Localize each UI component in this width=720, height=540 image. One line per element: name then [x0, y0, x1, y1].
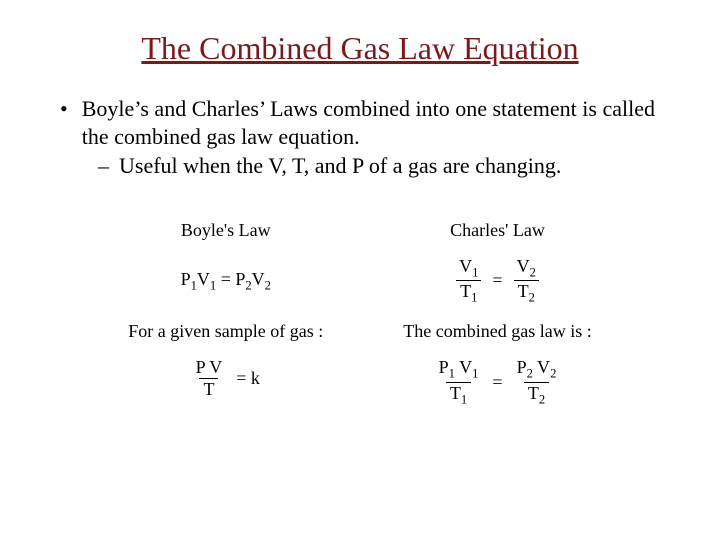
charles-frac1: V1 T1 [455, 257, 482, 306]
pv-over-t-frac: P V T [192, 358, 227, 399]
sub-bullet-text: Useful when the V, T, and P of a gas are… [119, 152, 561, 180]
charles-f2-num: V2 [513, 257, 540, 281]
boyle-p1: P1 [181, 269, 197, 289]
frac-num: P V [192, 358, 227, 378]
charles-equation: V1 T1 = V2 T2 [455, 257, 540, 306]
sub-bullet-marker: – [98, 152, 109, 180]
charles-f1-den: T1 [456, 280, 481, 305]
bullet-marker: • [60, 95, 68, 123]
combined-f1-den: T1 [446, 382, 471, 407]
slide-title: The Combined Gas Law Equation [50, 30, 670, 67]
bullet-item: • Boyle’s and Charles’ Laws combined int… [60, 95, 670, 150]
charles-f1-num: V1 [455, 257, 482, 281]
combined-eq-sign: = [492, 372, 502, 393]
frac-den: T [199, 378, 218, 399]
boyle-p2: P2 [235, 269, 251, 289]
equation-area: Boyle's Law P1V1 = P2V2 For a given samp… [50, 220, 670, 407]
slide: The Combined Gas Law Equation • Boyle’s … [0, 0, 720, 427]
boyle-equation: P1V1 = P2V2 [181, 269, 271, 294]
pv-over-t-eq: P V T = k [192, 358, 260, 399]
charles-column: Charles' Law V1 T1 = V2 T2 The combined … [403, 220, 591, 407]
equation-columns: Boyle's Law P1V1 = P2V2 For a given samp… [128, 220, 591, 407]
boyle-eq-sign: = [216, 269, 235, 289]
combined-f1-num: P1 V1 [435, 358, 483, 382]
left-caption: For a given sample of gas : [128, 321, 323, 342]
combined-frac1: P1 V1 T1 [435, 358, 483, 407]
charles-eq-sign: = [492, 270, 502, 291]
right-caption: The combined gas law is : [403, 321, 591, 342]
sub-bullet-item: – Useful when the V, T, and P of a gas a… [98, 152, 670, 180]
boyle-v2: V2 [252, 269, 271, 289]
boyle-column: Boyle's Law P1V1 = P2V2 For a given samp… [128, 220, 323, 407]
combined-f2-den: T2 [524, 382, 549, 407]
combined-frac2: P2 V2 T2 [513, 358, 561, 407]
equals-k: = k [236, 368, 260, 389]
charles-law-name: Charles' Law [450, 220, 545, 241]
combined-f2-num: P2 V2 [513, 358, 561, 382]
charles-f2-den: T2 [514, 280, 539, 305]
bullet-text: Boyle’s and Charles’ Laws combined into … [82, 95, 670, 150]
charles-frac2: V2 T2 [513, 257, 540, 306]
combined-equation: P1 V1 T1 = P2 V2 T2 [435, 358, 561, 407]
boyle-law-name: Boyle's Law [181, 220, 271, 241]
boyle-v1: V1 [197, 269, 216, 289]
